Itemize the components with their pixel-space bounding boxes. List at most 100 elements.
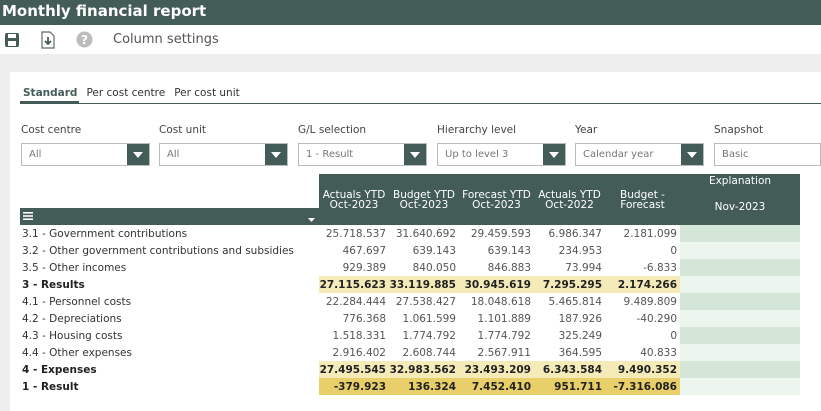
- table-row[interactable]: 1 - Result -379.923 136.324 7.452.410 95…: [20, 378, 800, 395]
- cell-budget-forecast: 0: [670, 329, 677, 342]
- row-header-menu[interactable]: [20, 208, 319, 225]
- row-label: 3.1 - Government contributions: [22, 227, 188, 240]
- column-header-line1: Actuals YTD: [538, 188, 601, 201]
- explanation-cell[interactable]: [680, 344, 800, 361]
- cost-centre-select[interactable]: All: [21, 143, 150, 166]
- cell-forecast-ytd: 639.143: [487, 244, 531, 257]
- tab-standard[interactable]: Standard: [20, 86, 80, 103]
- column-header-line2: Oct-2023: [472, 198, 521, 211]
- table-row[interactable]: 3.1 - Government contributions 25.718.53…: [20, 225, 800, 242]
- chevron-down-icon[interactable]: [404, 144, 426, 165]
- select-value: All: [167, 149, 180, 160]
- row-label: 4.2 - Depreciations: [22, 312, 122, 325]
- column-header[interactable]: Budget YTD Oct-2023: [389, 174, 459, 225]
- table-row[interactable]: 4.1 - Personnel costs 22.284.444 27.538.…: [20, 293, 800, 310]
- cell-budget-ytd: 27.538.427: [395, 295, 456, 308]
- table-row[interactable]: 3.2 - Other government contributions and…: [20, 242, 800, 259]
- explanation-header[interactable]: Explanation Nov-2023: [680, 174, 800, 225]
- cell-actuals-ytd-prev: 364.595: [558, 346, 602, 359]
- filter-label: Cost centre: [21, 124, 82, 136]
- cell-budget-ytd: 1.774.792: [402, 329, 456, 342]
- explanation-cell[interactable]: [680, 242, 800, 259]
- cell-budget-ytd: 639.143: [412, 244, 456, 257]
- column-header-line1: Actuals YTD: [322, 188, 386, 201]
- chevron-down-icon[interactable]: [127, 144, 149, 165]
- column-header[interactable]: Actuals YTD Oct-2022: [534, 174, 605, 225]
- column-header-line2: Oct-2023: [399, 198, 449, 211]
- chevron-down-icon[interactable]: [308, 214, 315, 224]
- cell-budget-forecast: -6.833: [643, 261, 677, 274]
- tab-per-cost-centre[interactable]: Per cost centre: [86, 87, 166, 99]
- filter-label: Hierarchy level: [437, 124, 517, 136]
- column-header-line1: Forecast YTD: [462, 188, 531, 201]
- save-icon[interactable]: [3, 31, 21, 49]
- explanation-cell[interactable]: [680, 361, 800, 378]
- cell-budget-forecast: 0: [670, 244, 677, 257]
- explanation-cell[interactable]: [680, 259, 800, 276]
- column-settings-button[interactable]: Column settings: [113, 32, 219, 47]
- explanation-cell[interactable]: [680, 276, 800, 293]
- cell-actuals-ytd: 467.697: [342, 244, 386, 257]
- table-row[interactable]: 4.4 - Other expenses 2.916.402 2.608.744…: [20, 344, 800, 361]
- cell-actuals-ytd: 776.368: [342, 312, 386, 325]
- menu-icon[interactable]: [23, 211, 33, 222]
- cell-budget-forecast: 40.833: [640, 346, 677, 359]
- cell-forecast-ytd: 846.883: [487, 261, 531, 274]
- row-label: 4 - Expenses: [22, 363, 97, 376]
- column-header-line1: Budget YTD: [392, 188, 455, 201]
- cell-actuals-ytd-prev: 7.295.295: [534, 276, 605, 293]
- cell-forecast-ytd: 18.048.618: [470, 295, 531, 308]
- filter-label: Snapshot: [714, 124, 764, 136]
- filter-year: Year Calendar year: [575, 124, 704, 166]
- explanation-cell[interactable]: [680, 293, 800, 310]
- chevron-down-icon[interactable]: [265, 144, 287, 165]
- table-row[interactable]: 4.2 - Depreciations 776.368 1.061.599 1.…: [20, 310, 800, 327]
- filter-gl-selection: G/L selection 1 - Result: [298, 124, 427, 166]
- table-row[interactable]: 4 - Expenses 27.495.545 32.983.562 23.49…: [20, 361, 800, 378]
- cell-actuals-ytd-prev: 73.994: [565, 261, 602, 274]
- cell-actuals-ytd: 22.284.444: [325, 295, 386, 308]
- hierarchy-level-select[interactable]: Up to level 3: [437, 143, 566, 166]
- page-title: Monthly financial report: [0, 0, 821, 25]
- cell-actuals-ytd: 929.389: [342, 261, 386, 274]
- help-icon[interactable]: ?: [75, 31, 93, 49]
- cell-actuals-ytd: -379.923: [319, 378, 389, 395]
- column-header[interactable]: Actuals YTD Oct-2023: [319, 174, 389, 225]
- column-header-line2: Forecast: [620, 198, 665, 211]
- explanation-cell[interactable]: [680, 378, 800, 395]
- cell-forecast-ytd: 1.774.792: [477, 329, 531, 342]
- cell-actuals-ytd: 27.115.623: [319, 276, 389, 293]
- cell-budget-forecast: 9.490.352: [605, 361, 680, 378]
- cell-forecast-ytd: 30.945.619: [459, 276, 534, 293]
- select-value: Calendar year: [583, 149, 654, 160]
- header-spacer: [20, 174, 319, 208]
- cell-actuals-ytd-prev: 234.953: [558, 244, 602, 257]
- explanation-period: Nov-2023: [714, 201, 766, 213]
- table-row[interactable]: 4.3 - Housing costs 1.518.331 1.774.792 …: [20, 327, 800, 344]
- row-label: 4.4 - Other expenses: [22, 346, 132, 359]
- tab-per-cost-unit[interactable]: Per cost unit: [174, 87, 240, 99]
- select-value: Basic: [722, 149, 749, 160]
- year-select[interactable]: Calendar year: [575, 143, 704, 166]
- gl-selection-select[interactable]: 1 - Result: [298, 143, 427, 166]
- explanation-cell[interactable]: [680, 327, 800, 344]
- cell-actuals-ytd: 27.495.545: [319, 361, 389, 378]
- cell-actuals-ytd-prev: 6.343.584: [534, 361, 605, 378]
- cell-budget-ytd: 33.119.885: [389, 276, 459, 293]
- row-label: 4.1 - Personnel costs: [22, 295, 132, 308]
- column-header[interactable]: Forecast YTD Oct-2023: [459, 174, 534, 225]
- export-icon[interactable]: [39, 30, 57, 49]
- cost-unit-select[interactable]: All: [159, 143, 288, 166]
- column-header[interactable]: Budget - Forecast: [605, 174, 680, 225]
- column-header-line2: Oct-2023: [329, 198, 379, 211]
- chevron-down-icon[interactable]: [681, 144, 703, 165]
- row-label: 3 - Results: [22, 278, 85, 291]
- table-row[interactable]: 3.5 - Other incomes 929.389 840.050 846.…: [20, 259, 800, 276]
- cell-forecast-ytd: 29.459.593: [470, 227, 531, 240]
- explanation-cell[interactable]: [680, 310, 800, 327]
- snapshot-select[interactable]: Basic: [714, 143, 821, 166]
- chevron-down-icon[interactable]: [543, 144, 565, 165]
- table-row[interactable]: 3 - Results 27.115.623 33.119.885 30.945…: [20, 276, 800, 293]
- explanation-cell[interactable]: [680, 225, 800, 242]
- cell-forecast-ytd: 7.452.410: [459, 378, 534, 395]
